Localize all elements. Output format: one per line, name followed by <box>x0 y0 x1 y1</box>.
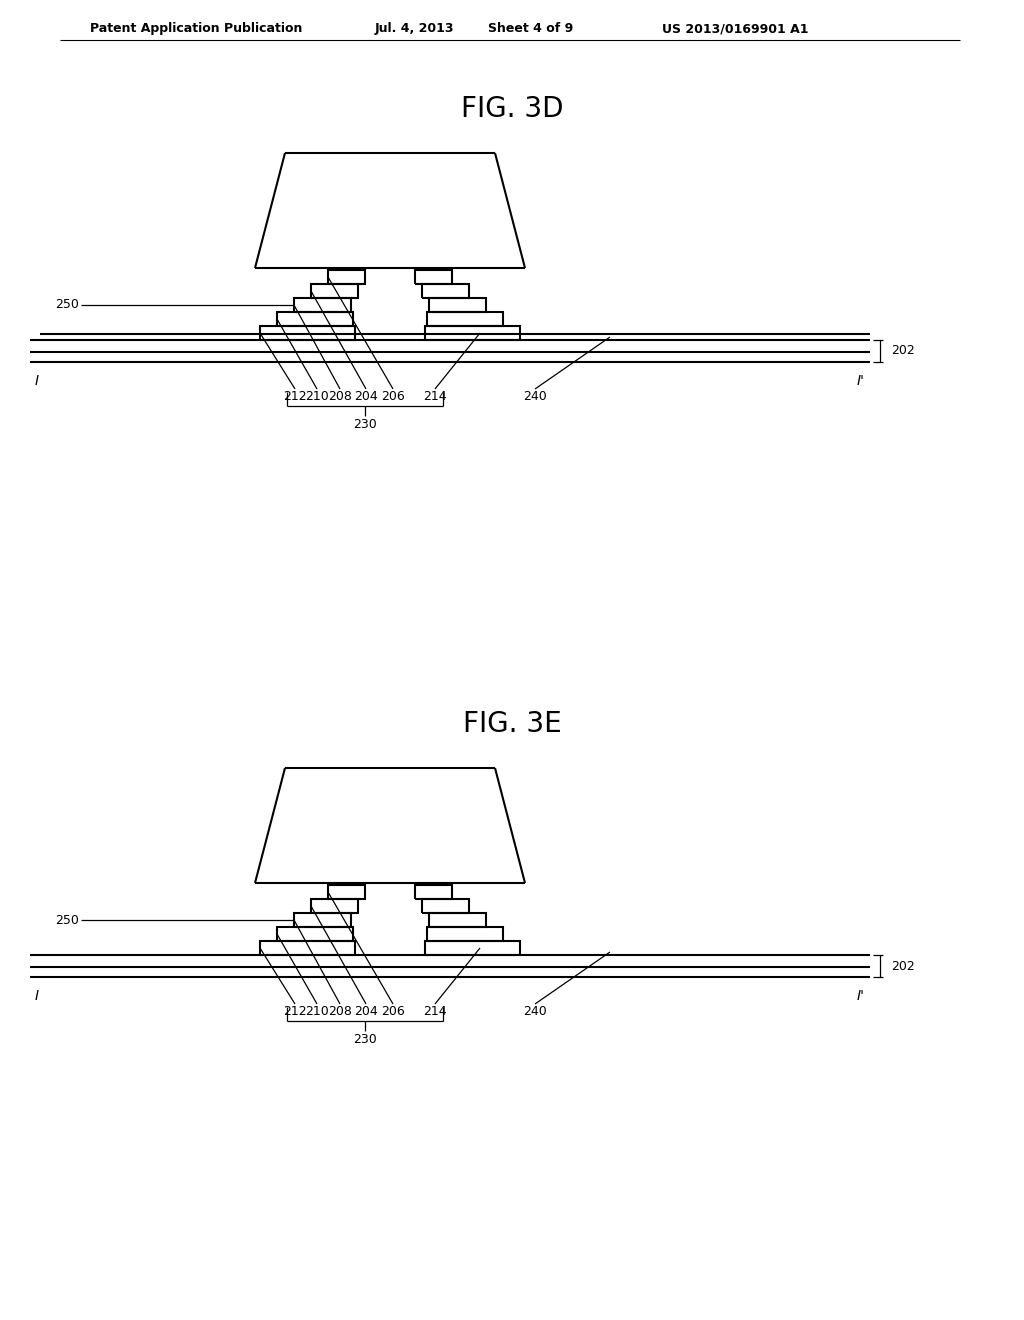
Text: 240: 240 <box>523 389 547 403</box>
Text: I': I' <box>857 374 865 388</box>
Text: 212: 212 <box>284 389 307 403</box>
Text: I: I <box>35 374 39 388</box>
Text: 230: 230 <box>353 1034 377 1045</box>
Text: 204: 204 <box>354 1005 378 1018</box>
Text: 214: 214 <box>423 389 446 403</box>
Text: FIG. 3E: FIG. 3E <box>463 710 561 738</box>
Text: 210: 210 <box>305 389 329 403</box>
Text: 206: 206 <box>381 389 404 403</box>
Text: 250: 250 <box>55 298 79 312</box>
Text: 214: 214 <box>423 1005 446 1018</box>
Text: Jul. 4, 2013: Jul. 4, 2013 <box>375 22 455 36</box>
Text: 230: 230 <box>353 418 377 432</box>
Text: 202: 202 <box>891 960 914 973</box>
Text: 210: 210 <box>305 1005 329 1018</box>
Text: 250: 250 <box>55 913 79 927</box>
Text: I: I <box>35 989 39 1003</box>
Text: FIG. 3D: FIG. 3D <box>461 95 563 123</box>
Text: I': I' <box>857 989 865 1003</box>
Text: 212: 212 <box>284 1005 307 1018</box>
Text: 202: 202 <box>891 345 914 358</box>
Text: Sheet 4 of 9: Sheet 4 of 9 <box>488 22 573 36</box>
Text: 204: 204 <box>354 389 378 403</box>
Text: Patent Application Publication: Patent Application Publication <box>90 22 302 36</box>
Text: US 2013/0169901 A1: US 2013/0169901 A1 <box>662 22 809 36</box>
Text: 206: 206 <box>381 1005 404 1018</box>
Text: 208: 208 <box>328 389 352 403</box>
Text: 240: 240 <box>523 1005 547 1018</box>
Text: 208: 208 <box>328 1005 352 1018</box>
